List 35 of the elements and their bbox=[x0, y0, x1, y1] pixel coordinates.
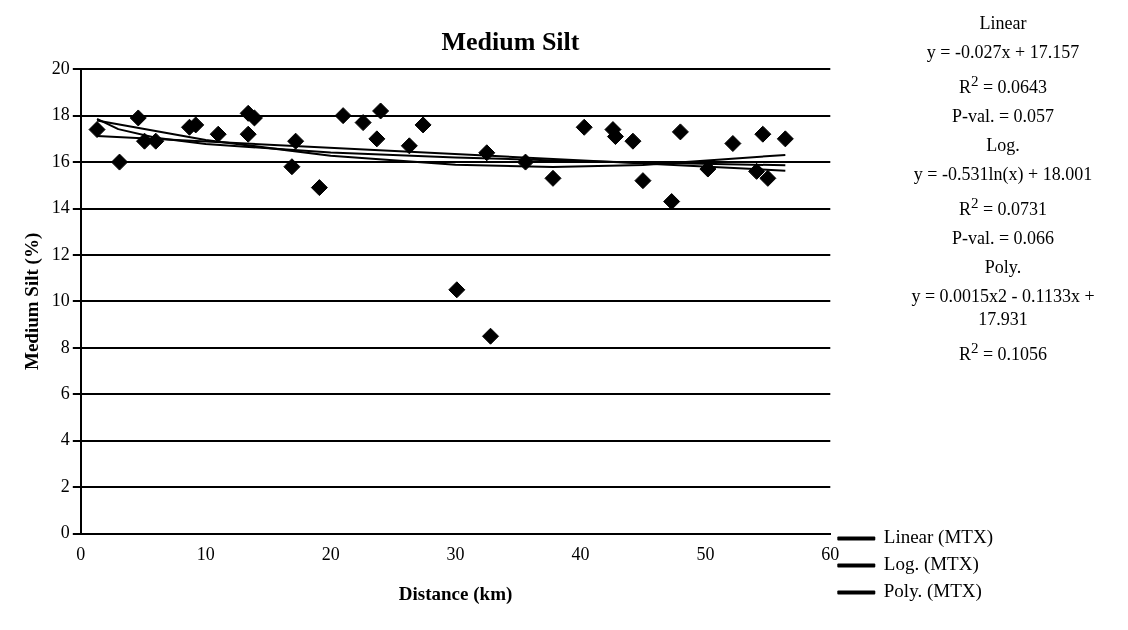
text: Linear bbox=[978, 12, 1028, 35]
text: y = 0.0015x2 - 0.1133x + 17.931 bbox=[910, 285, 1096, 331]
legend-label: Log. (MTX) bbox=[883, 553, 979, 576]
chart-title: Medium Silt bbox=[441, 27, 580, 57]
legend-label: Linear (MTX) bbox=[883, 526, 994, 549]
x-axis-title: Distance (km) bbox=[398, 582, 513, 605]
text: R$^{2}$ = 0.0643 bbox=[957, 72, 1049, 99]
y-tick-label: 10 bbox=[51, 290, 70, 311]
text: y = -0.531ln(x) + 18.001 bbox=[912, 163, 1094, 186]
y-tick-label: 18 bbox=[51, 104, 70, 125]
text: Poly. bbox=[983, 256, 1023, 279]
text: y = -0.027x + 17.157 bbox=[925, 41, 1081, 64]
y-tick-label: 8 bbox=[60, 336, 70, 357]
y-tick-label: 12 bbox=[51, 243, 70, 264]
y-tick-label: 20 bbox=[51, 57, 70, 78]
x-tick-label: 40 bbox=[571, 544, 590, 565]
text: R$^{2}$ = 0.0731 bbox=[957, 194, 1049, 221]
y-axis-title: Medium Silt (%) bbox=[21, 232, 44, 371]
text: P-val. = 0.066 bbox=[950, 227, 1056, 250]
legend-label: Poly. (MTX) bbox=[883, 580, 982, 603]
text: P-val. = 0.057 bbox=[950, 105, 1056, 128]
text: Log. bbox=[985, 134, 1021, 157]
y-tick-label: 6 bbox=[60, 383, 70, 404]
y-tick-label: 16 bbox=[51, 150, 70, 171]
x-tick-label: 0 bbox=[76, 544, 86, 565]
y-tick-label: 0 bbox=[60, 522, 70, 543]
x-tick-label: 50 bbox=[696, 544, 715, 565]
x-tick-label: 30 bbox=[446, 544, 465, 565]
y-tick-label: 14 bbox=[51, 197, 70, 218]
y-tick-label: 4 bbox=[60, 429, 70, 450]
x-tick-label: 10 bbox=[196, 544, 215, 565]
x-tick-label: 60 bbox=[821, 544, 840, 565]
y-tick-label: 2 bbox=[60, 475, 70, 496]
x-tick-label: 20 bbox=[321, 544, 340, 565]
text: R$^{2}$ = 0.1056 bbox=[957, 339, 1049, 366]
